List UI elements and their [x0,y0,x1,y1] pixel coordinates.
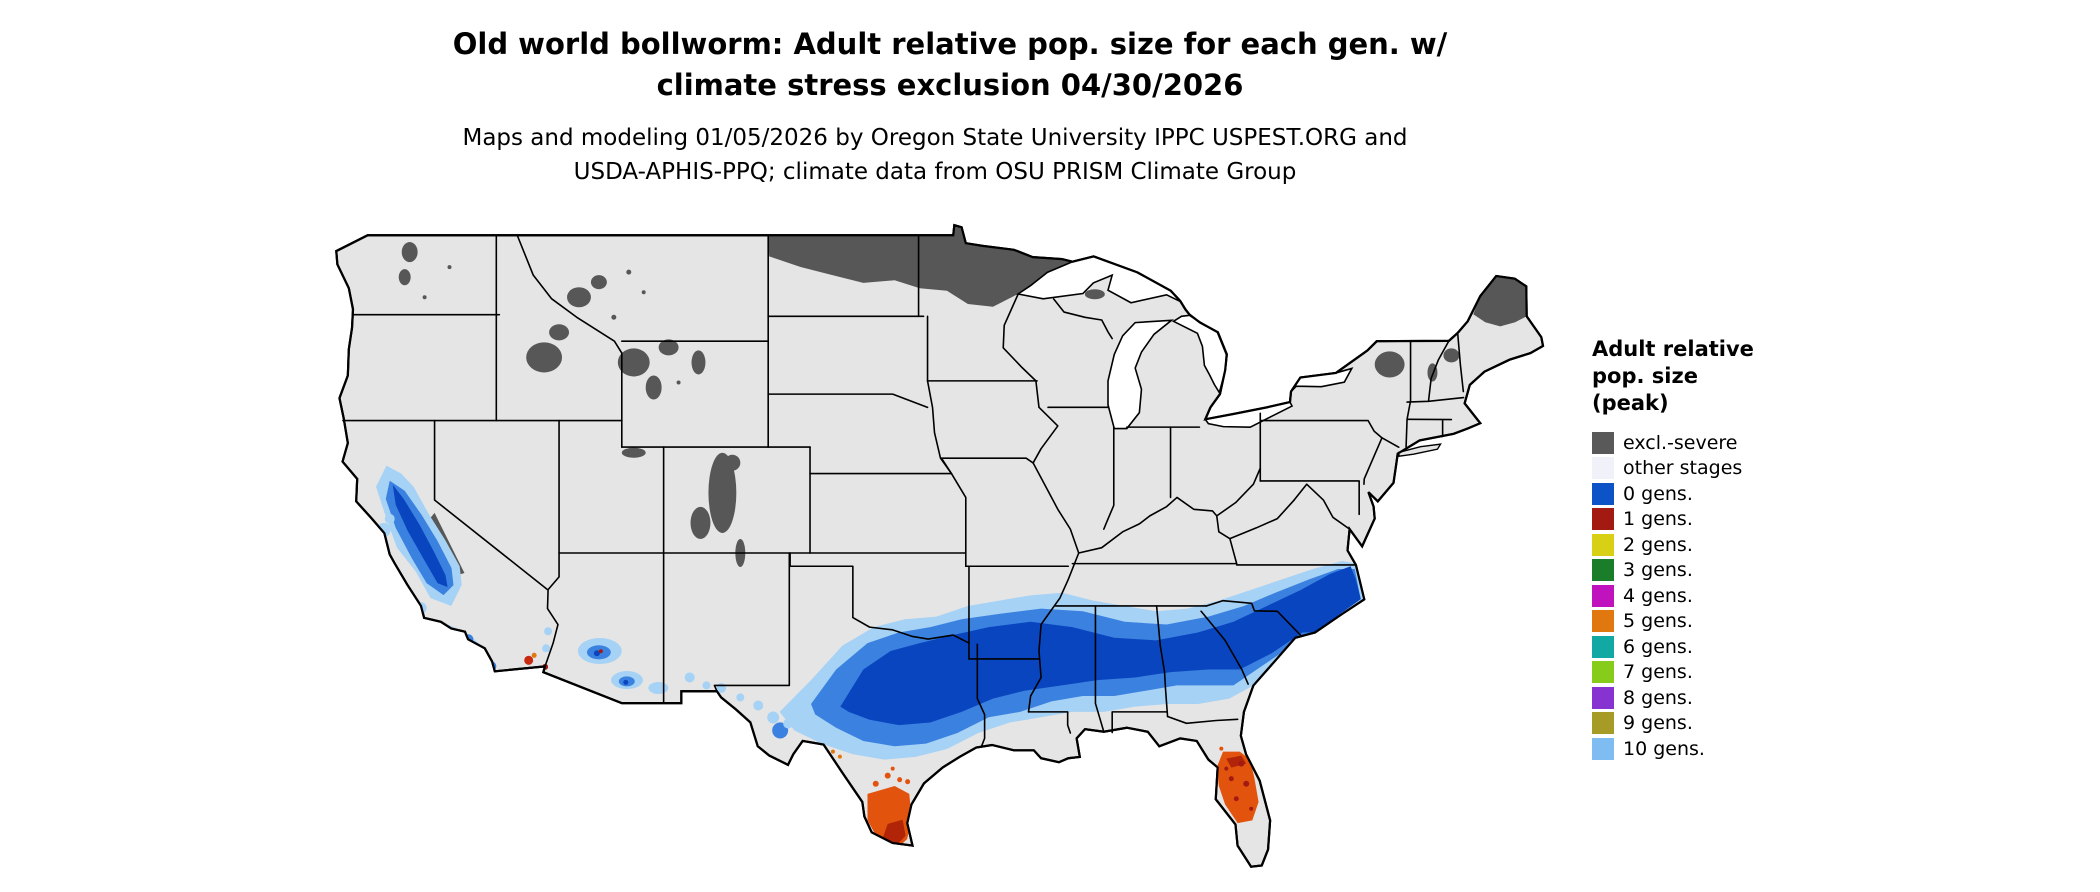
figure-subtitle: Maps and modeling 01/05/2026 by Oregon S… [0,121,1870,189]
legend-swatch-4 [1592,533,1614,556]
legend-label: 8 gens. [1623,686,1693,709]
legend-item: other stages [1592,456,1892,482]
legend: Adult relative pop. size (peak) excl.-se… [1592,336,1892,762]
legend-item: excl.-severe [1592,430,1892,456]
exclusion-overlay [398,225,1527,576]
subtitle-line-1: Maps and modeling 01/05/2026 by Oregon S… [462,125,1408,151]
legend-swatch-6 [1592,584,1614,607]
legend-label: 5 gens. [1623,610,1693,633]
map-base [335,224,1545,868]
legend-swatch-7 [1592,610,1614,633]
legend-item: 2 gens. [1592,532,1892,558]
legend-item: 10 gens. [1592,736,1892,762]
lake-superior [1016,255,1181,304]
legend-item: 3 gens. [1592,558,1892,584]
legend-label: 6 gens. [1623,635,1693,658]
legend-swatch-5 [1592,559,1614,582]
legend-label: 10 gens. [1623,737,1705,760]
us-map [335,224,1545,868]
legend-item: 5 gens. [1592,609,1892,635]
legend-rows: excl.-severe other stages 0 gens. 1 gens. 2 … [1592,430,1892,762]
legend-item: 0 gens. [1592,481,1892,507]
legend-swatch-12 [1592,737,1614,760]
long-island [1397,443,1442,457]
legend-swatch-10 [1592,686,1614,709]
legend-label: 4 gens. [1623,584,1693,607]
legend-label: 9 gens. [1623,712,1693,735]
legend-label: 1 gens. [1623,508,1693,531]
lake-michigan [1107,319,1175,430]
state-borders [342,234,1465,748]
page-title: Old world bollworm: Adult relative pop. … [0,24,1900,106]
legend-swatch-0 [1592,431,1614,454]
legend-item: 7 gens. [1592,660,1892,686]
legend-title-line-2: pop. size [1592,364,1698,388]
legend-swatch-1 [1592,457,1614,480]
legend-label: 2 gens. [1623,533,1693,556]
legend-item: 4 gens. [1592,583,1892,609]
legend-title-line-3: (peak) [1592,391,1669,415]
legend-item: 9 gens. [1592,711,1892,737]
legend-title-line-1: Adult relative [1592,337,1754,361]
legend-title: Adult relative pop. size (peak) [1592,336,1892,417]
legend-swatch-11 [1592,712,1614,735]
subtitle-line-2: USDA-APHIS-PPQ; climate data from OSU PR… [573,159,1297,185]
legend-swatch-8 [1592,635,1614,658]
legend-label: 3 gens. [1623,559,1693,582]
legend-label: excl.-severe [1623,431,1738,454]
legend-label: other stages [1623,457,1743,480]
legend-swatch-9 [1592,661,1614,684]
population-overlay [376,465,1365,867]
legend-item: 6 gens. [1592,634,1892,660]
title-line-1: Old world bollworm: Adult relative pop. … [452,27,1448,61]
legend-swatch-2 [1592,482,1614,505]
legend-swatch-3 [1592,508,1614,531]
title-line-2: climate stress exclusion 04/30/2026 [656,68,1244,102]
legend-label: 0 gens. [1623,482,1693,505]
legend-item: 8 gens. [1592,685,1892,711]
legend-item: 1 gens. [1592,507,1892,533]
legend-label: 7 gens. [1623,661,1693,684]
